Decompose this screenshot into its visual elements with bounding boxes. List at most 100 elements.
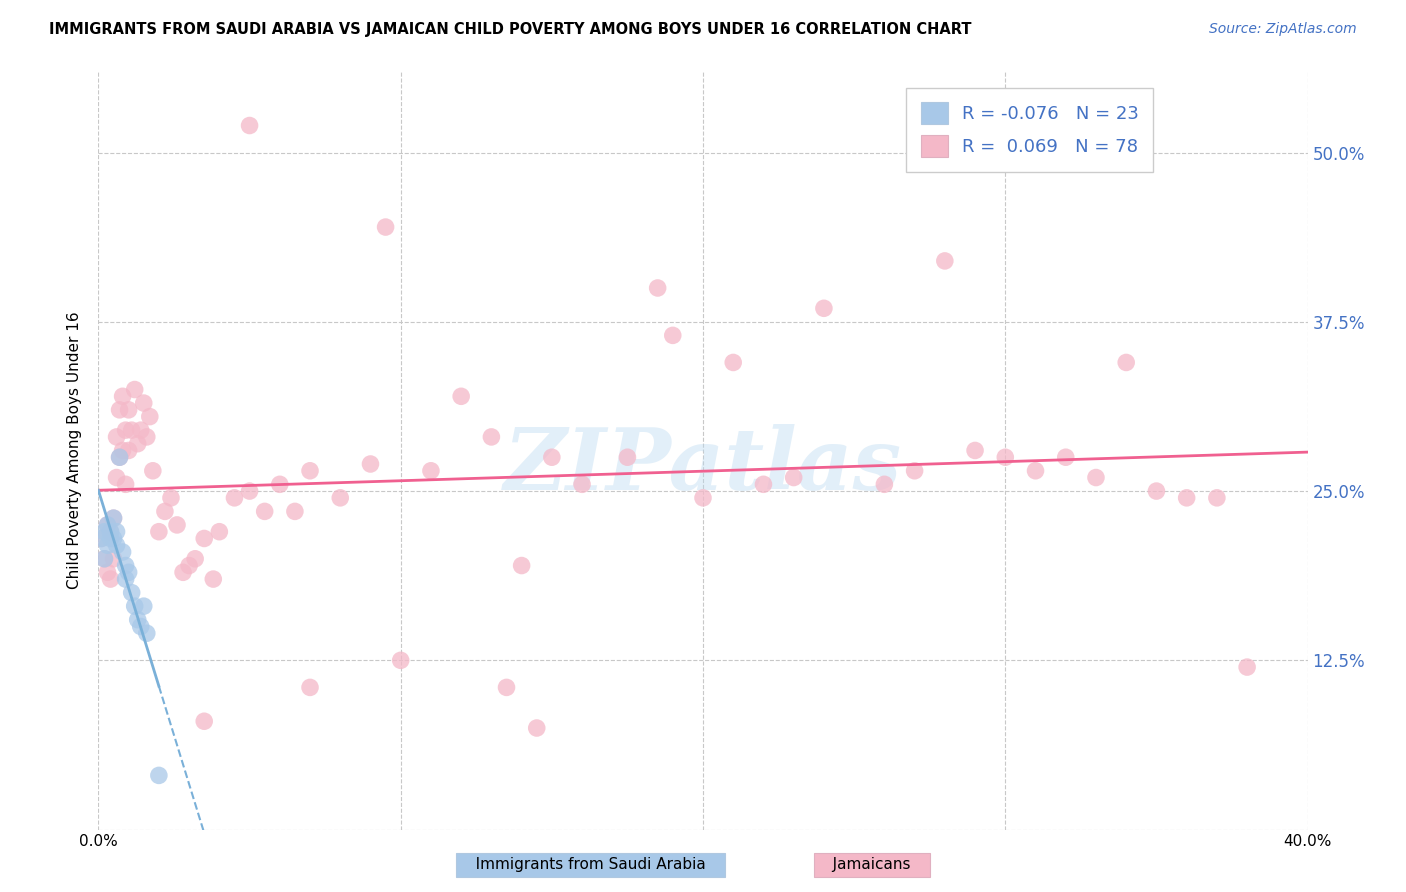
Point (93, 551, 115, 566)
Point (105, 430, 128, 444)
Point (114, 423, 136, 437)
Point (90, 532, 112, 546)
Y-axis label: Child Poverty Among Boys Under 16: Child Poverty Among Boys Under 16 (67, 311, 83, 590)
Point (692, 491, 714, 505)
Point (90, 532, 112, 546)
Text: Immigrants from Saudi Arabia: Immigrants from Saudi Arabia (461, 857, 720, 872)
Text: IMMIGRANTS FROM SAUDI ARABIA VS JAMAICAN CHILD POVERTY AMONG BOYS UNDER 16 CORRE: IMMIGRANTS FROM SAUDI ARABIA VS JAMAICAN… (49, 22, 972, 37)
Point (269, 477, 291, 491)
Point (450, 389, 472, 403)
Point (103, 511, 125, 525)
Point (100, 524, 122, 539)
Point (1085, 470, 1108, 484)
Point (96, 517, 118, 532)
Point (253, 504, 276, 518)
Point (179, 558, 201, 573)
Point (904, 464, 927, 478)
Point (105, 538, 128, 552)
Point (96, 566, 118, 580)
Point (153, 504, 176, 518)
Point (111, 443, 134, 458)
Point (184, 551, 207, 566)
Point (118, 566, 141, 580)
Point (1236, 660, 1258, 674)
Point (193, 714, 215, 729)
Point (224, 491, 246, 505)
Text: Jamaicans: Jamaicans (818, 857, 925, 872)
Point (114, 477, 136, 491)
Point (108, 450, 131, 465)
Point (135, 430, 157, 444)
Text: Source: ZipAtlas.com: Source: ZipAtlas.com (1209, 22, 1357, 37)
Point (481, 430, 503, 444)
Point (239, 484, 262, 499)
Point (108, 450, 131, 465)
Point (540, 450, 562, 465)
Point (1175, 491, 1198, 505)
Point (100, 524, 122, 539)
Point (239, 119, 262, 133)
Point (129, 619, 152, 633)
Point (166, 517, 188, 532)
Point (299, 681, 322, 695)
Point (389, 653, 412, 667)
Point (118, 443, 141, 458)
Point (526, 721, 548, 735)
Point (129, 423, 152, 437)
Point (934, 254, 956, 268)
Point (121, 585, 143, 599)
Point (752, 477, 775, 491)
Point (124, 599, 146, 614)
Point (96, 538, 118, 552)
Point (510, 558, 533, 573)
Text: ZIPatlas: ZIPatlas (503, 424, 903, 508)
Point (111, 389, 134, 403)
Point (114, 558, 136, 573)
Point (1054, 450, 1077, 465)
Point (132, 396, 155, 410)
Point (360, 457, 382, 471)
Point (193, 532, 215, 546)
Point (495, 681, 517, 695)
Point (105, 470, 128, 484)
Point (616, 450, 638, 465)
Point (135, 626, 157, 640)
Point (127, 436, 149, 450)
Point (571, 477, 593, 491)
Legend: R = -0.076   N = 23, R =  0.069   N = 78: R = -0.076 N = 23, R = 0.069 N = 78 (905, 88, 1153, 172)
Point (329, 491, 352, 505)
Point (284, 504, 307, 518)
Point (1206, 491, 1229, 505)
Point (965, 443, 987, 458)
Point (127, 613, 149, 627)
Point (148, 524, 170, 539)
Point (661, 328, 683, 343)
Point (142, 464, 165, 478)
Point (420, 464, 443, 478)
Point (124, 383, 146, 397)
Point (202, 572, 225, 586)
Point (873, 477, 896, 491)
Point (148, 768, 170, 782)
Point (208, 524, 231, 539)
Point (1024, 464, 1046, 478)
Point (93, 551, 115, 566)
Point (647, 281, 669, 295)
Point (813, 301, 835, 316)
Point (132, 599, 155, 614)
Point (1144, 484, 1167, 499)
Point (105, 524, 128, 539)
Point (103, 511, 125, 525)
Point (723, 355, 745, 369)
Point (100, 572, 122, 586)
Point (1115, 355, 1137, 369)
Point (103, 551, 125, 566)
Point (783, 470, 806, 484)
Point (103, 532, 125, 546)
Point (299, 464, 322, 478)
Point (114, 572, 136, 586)
Point (994, 450, 1017, 465)
Point (111, 545, 134, 559)
Point (160, 491, 183, 505)
Point (93, 524, 115, 539)
